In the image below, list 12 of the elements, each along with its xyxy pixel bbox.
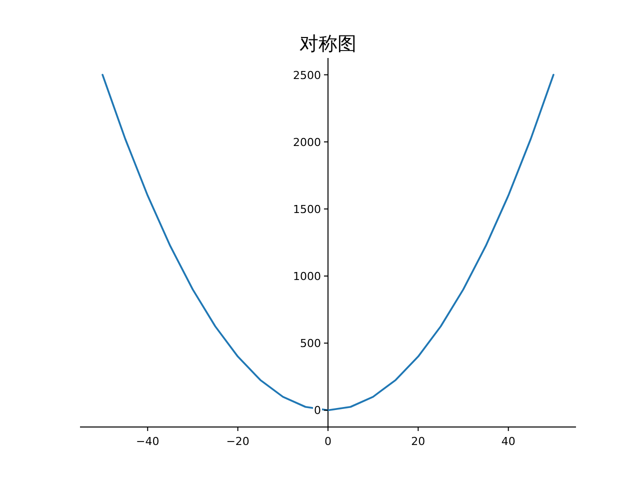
- y-tick-label: 1000: [293, 270, 321, 284]
- y-tick-label: 0: [314, 404, 321, 418]
- x-tick-label: 0: [324, 435, 332, 448]
- y-tick-label: 2000: [293, 136, 321, 149]
- y-tick-label: 500: [300, 337, 321, 350]
- x-tick-label: −40: [136, 435, 160, 448]
- chart-title: 对称图: [300, 33, 356, 55]
- y-tick-label: 2500: [293, 68, 321, 82]
- y-tick-label: 1500: [293, 202, 321, 216]
- x-tick-label: 20: [411, 435, 426, 448]
- x-tick-label: 40: [501, 435, 516, 448]
- x-tick-label: −20: [226, 435, 250, 448]
